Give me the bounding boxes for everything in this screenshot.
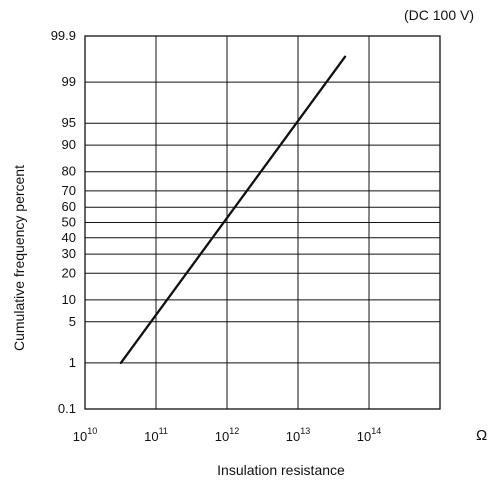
y-tick-label: 0.1: [58, 401, 76, 416]
x-tick-label: 1012: [215, 426, 239, 444]
y-tick-label: 70: [62, 183, 76, 198]
x-tick-label: 1013: [286, 426, 310, 444]
label-layer: 1010 1011 1012 1013 10140.115102030405060708…: [51, 28, 382, 444]
series-layer: [119, 55, 347, 365]
x-axis-title: Insulation resistance: [217, 462, 345, 478]
plot-frame: [84, 35, 441, 410]
grid-layer: [84, 36, 440, 409]
y-tick-label: 99.9: [51, 28, 76, 43]
y-tick-label: 30: [62, 246, 76, 261]
y-axis-title: Cumulative frequency percent: [11, 165, 27, 351]
x-unit-label: Ω: [476, 427, 487, 444]
x-tick-exponent: 13: [300, 426, 310, 436]
x-tick-label: 1014: [357, 426, 381, 444]
y-tick-label: 95: [62, 115, 76, 130]
x-tick-exponent: 11: [159, 426, 168, 436]
x-tick-base: 10: [215, 429, 229, 444]
x-tick-base: 10: [73, 429, 87, 444]
x-tick-base: 10: [357, 429, 371, 444]
x-tick-exponent: 12: [229, 426, 239, 436]
x-tick-exponent: 10: [87, 426, 97, 436]
y-tick-label: 60: [62, 199, 76, 214]
x-tick-base: 10: [144, 429, 158, 444]
y-tick-label: 50: [62, 215, 76, 230]
x-tick-exponent: 14: [371, 426, 381, 436]
y-tick-label: 90: [62, 137, 76, 152]
y-tick-label: 40: [62, 230, 76, 245]
x-tick-label: 1010: [73, 426, 97, 444]
y-tick-label: 10: [62, 292, 76, 307]
y-tick-label: 5: [69, 314, 76, 329]
y-tick-label: 1: [69, 355, 76, 370]
series-line: [119, 55, 347, 365]
y-tick-label: 20: [62, 265, 76, 280]
y-tick-label: 80: [62, 164, 76, 179]
annotation-text: (DC 100 V): [404, 7, 474, 23]
x-tick-base: 10: [286, 429, 300, 444]
y-tick-label: 99: [62, 74, 76, 89]
x-tick-label: 1011: [144, 426, 168, 444]
